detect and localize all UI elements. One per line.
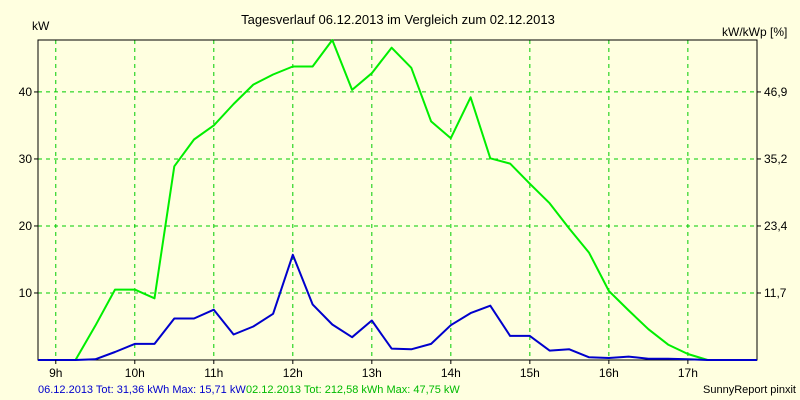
x-tick-label-7: 16h [599, 366, 619, 380]
series-layer [38, 39, 757, 361]
plot-frame [37, 39, 758, 361]
grid [38, 40, 757, 360]
x-tick-label-1: 10h [125, 366, 145, 380]
footer-credit: SunnyReport pinxit [703, 384, 796, 396]
y-tick-label-3: 40 [19, 85, 33, 99]
y2-tick-label-3: 46,9 [764, 85, 788, 99]
x-tick-label-0: 9h [49, 366, 62, 380]
chart-title: Tagesverlauf 06.12.2013 im Vergleich zum… [241, 12, 555, 27]
x-tick-label-4: 13h [362, 366, 382, 380]
y-axis: 10 20 30 40 [19, 85, 38, 300]
series-line-1 [38, 253, 757, 361]
x-axis: 9h 10h 11h 12h 13h 14h 15h 16h 17h [49, 360, 698, 380]
x-tick-label-8: 17h [678, 366, 698, 380]
y2-tick-label-1: 23,4 [764, 219, 788, 233]
y-tick-label-0: 10 [19, 286, 33, 300]
y2-axis: 11,7 23,4 35,2 46,9 [757, 85, 788, 300]
y-axis-label: kW [32, 19, 50, 33]
footer-series-1-summary: 06.12.2013 Tot: 31,36 kWh Max: 15,71 kW [38, 384, 246, 396]
x-tick-label-3: 12h [283, 366, 303, 380]
y-tick-label-2: 30 [19, 152, 33, 166]
y2-tick-label-2: 35,2 [764, 152, 788, 166]
x-tick-label-6: 15h [520, 366, 540, 380]
x-tick-label-5: 14h [441, 366, 461, 380]
y2-axis-label: kW/kWp [%] [722, 25, 787, 39]
y-tick-label-1: 20 [19, 219, 33, 233]
footer-series-2-summary: 02.12.2013 Tot: 212,58 kWh Max: 47,75 kW [246, 384, 460, 396]
y2-tick-label-0: 11,7 [764, 286, 787, 300]
x-tick-label-2: 11h [204, 366, 223, 380]
series-line-2 [38, 39, 757, 361]
